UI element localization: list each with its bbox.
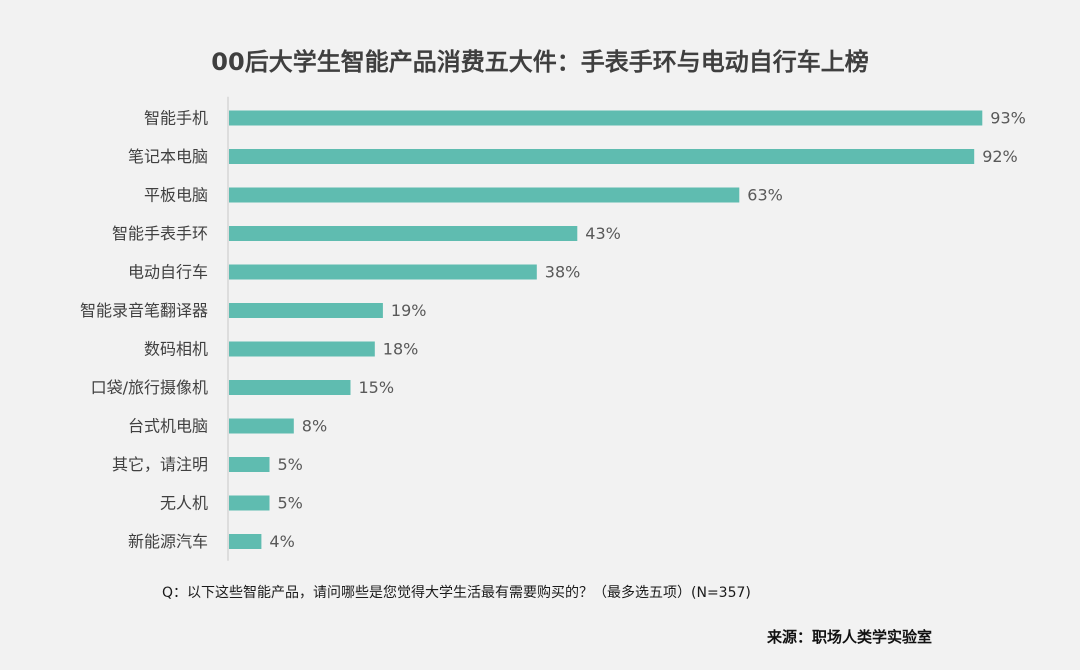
- category-label: 无人机: [160, 494, 208, 513]
- category-label: 电动自行车: [128, 263, 208, 282]
- value-label: 5%: [278, 455, 303, 474]
- value-label: 15%: [359, 378, 395, 397]
- category-label: 台式机电脑: [128, 417, 208, 436]
- bar: [229, 187, 740, 203]
- category-label: 智能手表手环: [112, 224, 208, 243]
- bar: [229, 457, 270, 472]
- bar: [229, 303, 383, 318]
- bar: [229, 418, 294, 434]
- value-label: 43%: [585, 224, 621, 243]
- category-label: 智能录音笔翻译器: [80, 301, 208, 320]
- bars-group: 智能手机 93% 笔记本电脑 92% 平板电脑 63% 智能手表手环 43% 电动自行车 38% 智…: [80, 109, 1026, 552]
- category-label: 口袋/旅行摄像机: [91, 378, 208, 397]
- source-credit: 来源：职场人类学实验室: [766, 628, 932, 646]
- category-label: 平板电脑: [144, 186, 208, 205]
- category-label: 新能源汽车: [128, 532, 208, 551]
- category-label: 笔记本电脑: [128, 147, 208, 166]
- survey-question: Q：以下这些智能产品，请问哪些是您觉得大学生活最有需要购买的？（最多选五项）(N…: [162, 585, 751, 601]
- bar: [229, 110, 983, 126]
- bar: [229, 149, 975, 164]
- bar: [229, 264, 537, 280]
- value-label: 5%: [278, 494, 303, 513]
- value-label: 4%: [269, 532, 294, 551]
- value-label: 19%: [391, 301, 427, 320]
- value-label: 8%: [302, 417, 327, 436]
- bar: [229, 534, 262, 549]
- bar: [229, 226, 578, 241]
- value-label: 18%: [383, 340, 419, 359]
- category-label: 数码相机: [144, 340, 208, 359]
- value-label: 93%: [990, 109, 1026, 128]
- bar: [229, 341, 375, 357]
- category-label: 其它，请注明: [112, 455, 208, 474]
- value-label: 63%: [747, 186, 783, 205]
- value-label: 38%: [545, 263, 581, 282]
- bar: [229, 380, 351, 395]
- category-label: 智能手机: [144, 109, 208, 128]
- value-label: 92%: [982, 147, 1018, 166]
- bar: [229, 495, 270, 511]
- chart-title: 00后大学生智能产品消费五大件：手表手环与电动自行车上榜: [211, 48, 869, 76]
